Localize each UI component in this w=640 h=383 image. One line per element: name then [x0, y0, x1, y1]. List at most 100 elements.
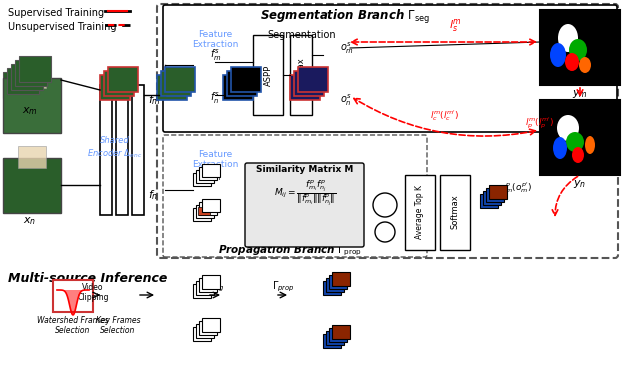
Text: Unsupervised Training: Unsupervised Training: [8, 22, 116, 32]
Text: $l_s^m$: $l_s^m$: [449, 17, 461, 34]
Text: Similarity Matrix M: Similarity Matrix M: [256, 165, 354, 174]
Bar: [196, 205, 214, 218]
Circle shape: [373, 193, 397, 217]
Bar: [199, 321, 217, 335]
Bar: [104, 71, 134, 96]
Text: Watershed Frames
Selection: Watershed Frames Selection: [37, 316, 109, 336]
FancyBboxPatch shape: [245, 163, 364, 247]
Bar: [100, 85, 112, 215]
Text: $x_m$: $x_m$: [22, 105, 38, 117]
Bar: [18, 146, 46, 168]
Bar: [53, 280, 93, 312]
Bar: [202, 275, 220, 289]
Bar: [7, 68, 39, 94]
Bar: [486, 188, 504, 202]
Text: ASPP: ASPP: [264, 64, 273, 86]
Bar: [3, 72, 35, 98]
Text: $o_n^s$: $o_n^s$: [340, 92, 352, 108]
Bar: [193, 208, 211, 221]
Text: Key Frames
Selection: Key Frames Selection: [96, 316, 140, 336]
Text: $o_m^p(o_m^{p'})$: $o_m^p(o_m^{p'})$: [500, 180, 532, 195]
Bar: [202, 164, 220, 177]
Ellipse shape: [572, 147, 584, 163]
Bar: [326, 278, 344, 292]
Text: Video
Clipping: Video Clipping: [77, 283, 109, 303]
Bar: [116, 85, 128, 215]
Ellipse shape: [569, 39, 587, 61]
Bar: [323, 334, 341, 348]
Bar: [11, 64, 43, 90]
Bar: [480, 194, 498, 208]
FancyBboxPatch shape: [157, 4, 618, 258]
Text: $l_p^m(l_p^{m'})$: $l_p^m(l_p^{m'})$: [525, 115, 554, 131]
Bar: [323, 281, 341, 295]
Circle shape: [375, 222, 395, 242]
Text: $f_m^p$: $f_m^p$: [210, 167, 221, 183]
Text: Shared
Encoder $\Delta_{enc}$: Shared Encoder $\Delta_{enc}$: [88, 136, 143, 160]
Text: Multi-source Inference: Multi-source Inference: [8, 272, 168, 285]
Bar: [3, 78, 61, 133]
Text: $y_m$: $y_m$: [572, 88, 588, 100]
Text: Feature
Extraction: Feature Extraction: [192, 30, 238, 49]
Text: $\times$: $\times$: [380, 226, 390, 239]
Text: $l_c^m(l_c^{m'})$: $l_c^m(l_c^{m'})$: [431, 108, 460, 123]
Text: $M_{ij} = \dfrac{f_{m_i}^p f_{n_j}^p}{\|f_{m_i}^p\|\|f_{n_j}^p\|}$: $M_{ij} = \dfrac{f_{m_i}^p f_{n_j}^p}{\|…: [274, 178, 336, 208]
Text: OR: OR: [379, 200, 391, 210]
Bar: [540, 10, 620, 85]
Ellipse shape: [553, 137, 567, 159]
Bar: [440, 175, 470, 250]
Text: $f_m^s$: $f_m^s$: [210, 47, 221, 63]
Ellipse shape: [585, 136, 595, 154]
Bar: [483, 191, 501, 205]
Ellipse shape: [558, 24, 578, 52]
Bar: [298, 67, 328, 92]
Bar: [489, 185, 507, 199]
Text: $f_n$: $f_n$: [148, 188, 158, 202]
Text: Softmax: Softmax: [451, 195, 460, 229]
Bar: [290, 35, 312, 115]
Bar: [290, 75, 320, 100]
Bar: [196, 324, 214, 338]
Bar: [202, 199, 220, 212]
Text: $o_m^s$: $o_m^s$: [340, 40, 354, 56]
Bar: [326, 331, 344, 345]
Bar: [193, 327, 211, 341]
Bar: [108, 67, 138, 92]
Bar: [196, 281, 214, 295]
Bar: [193, 173, 211, 186]
Bar: [198, 207, 210, 215]
Text: Segmentation Branch $\Gamma_{\mathrm{seg}}$: Segmentation Branch $\Gamma_{\mathrm{seg…: [260, 8, 430, 26]
Bar: [329, 328, 347, 342]
Bar: [231, 67, 261, 92]
Text: Supervised Training: Supervised Training: [8, 8, 104, 18]
Bar: [165, 67, 195, 92]
Bar: [199, 167, 217, 180]
Text: $f_n^p$: $f_n^p$: [210, 200, 220, 216]
FancyBboxPatch shape: [163, 135, 427, 257]
Bar: [196, 170, 214, 183]
Text: $y_n$: $y_n$: [573, 178, 587, 190]
Bar: [157, 75, 187, 100]
Bar: [405, 175, 435, 250]
Bar: [100, 75, 130, 100]
Bar: [3, 158, 61, 213]
FancyBboxPatch shape: [163, 5, 617, 132]
Ellipse shape: [557, 115, 579, 141]
Bar: [223, 75, 253, 100]
Text: $f_m$: $f_m$: [148, 93, 161, 107]
Bar: [15, 60, 47, 86]
Text: $\Gamma_{prop}$: $\Gamma_{prop}$: [271, 280, 294, 295]
Text: Segmentation: Segmentation: [268, 30, 336, 40]
Bar: [332, 325, 350, 339]
Bar: [540, 100, 620, 175]
Bar: [18, 66, 46, 88]
Text: Propagation Branch $\Gamma_{\mathrm{prop}}$: Propagation Branch $\Gamma_{\mathrm{prop…: [218, 244, 362, 258]
Text: Feature
Extraction: Feature Extraction: [192, 150, 238, 169]
Bar: [227, 71, 257, 96]
Text: $f_n^s$: $f_n^s$: [210, 90, 220, 106]
Ellipse shape: [565, 53, 579, 71]
Bar: [332, 272, 350, 286]
Text: Average Top K: Average Top K: [415, 185, 424, 239]
Bar: [132, 85, 144, 215]
Bar: [193, 284, 211, 298]
